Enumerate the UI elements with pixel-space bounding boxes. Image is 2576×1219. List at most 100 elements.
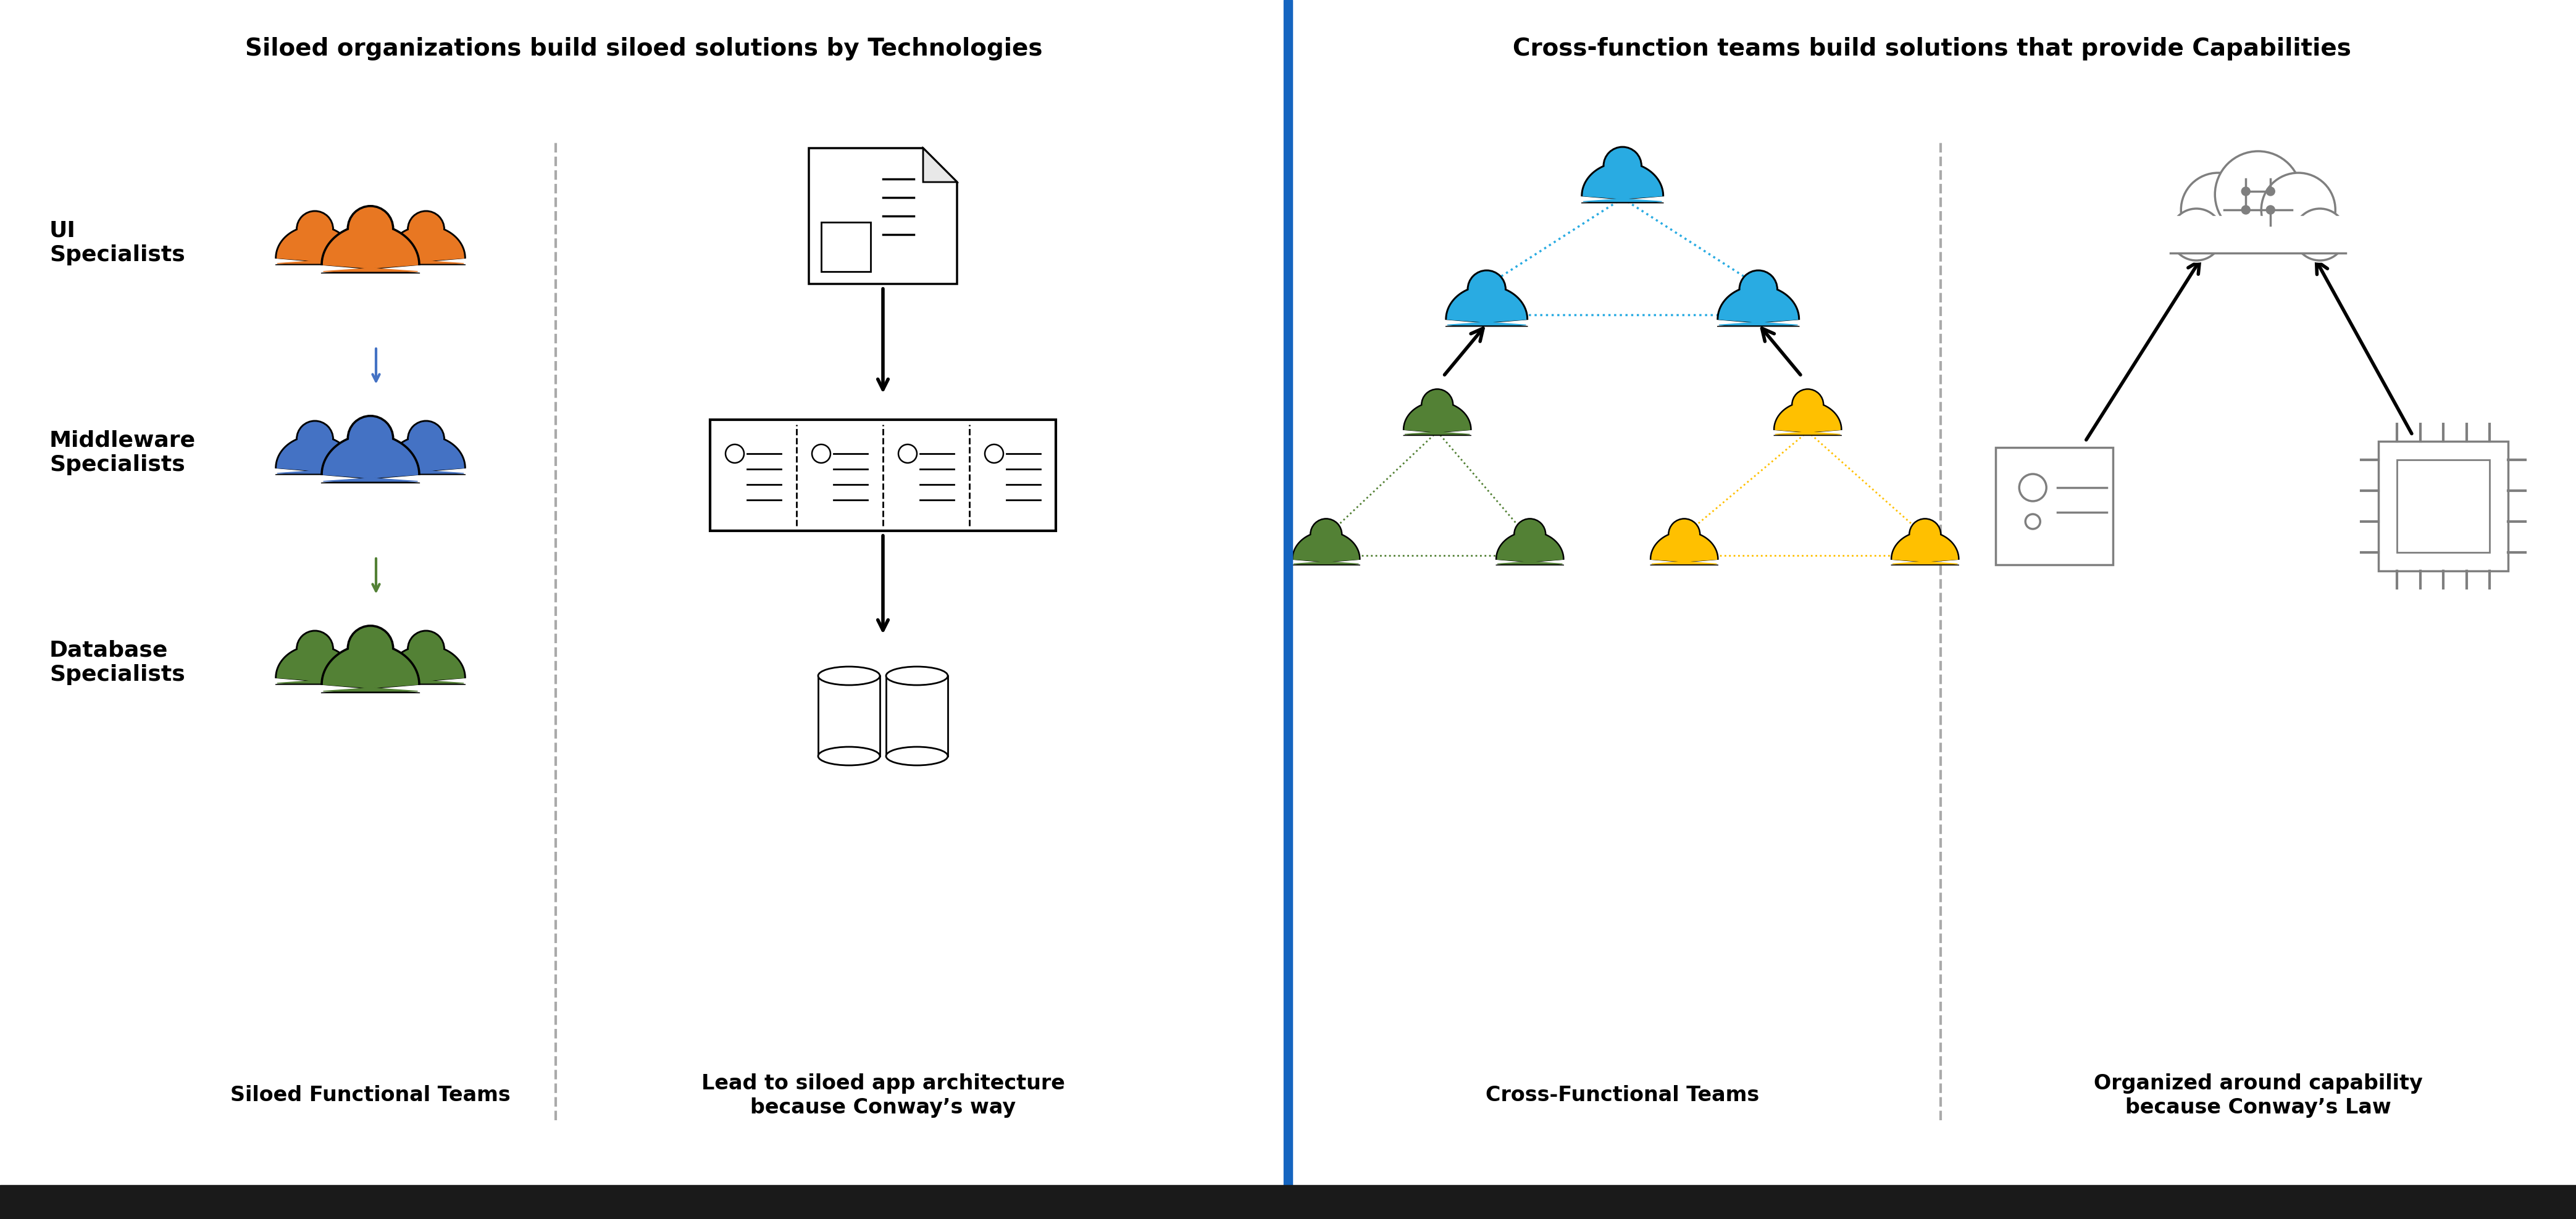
Ellipse shape [819, 667, 881, 685]
Polygon shape [1651, 531, 1718, 566]
Polygon shape [389, 436, 464, 473]
Circle shape [2262, 173, 2336, 247]
Circle shape [348, 416, 394, 462]
Circle shape [1741, 272, 1775, 307]
Polygon shape [1293, 533, 1358, 564]
Circle shape [2179, 171, 2257, 249]
Bar [886, 675, 948, 756]
Bar [1283, 0, 1293, 1219]
Circle shape [1793, 390, 1821, 419]
Circle shape [899, 445, 917, 463]
Ellipse shape [886, 747, 948, 766]
Circle shape [2259, 171, 2336, 249]
Polygon shape [386, 226, 466, 265]
Polygon shape [1497, 533, 1564, 564]
Circle shape [348, 205, 394, 252]
Bar [822, 222, 871, 272]
Circle shape [2293, 207, 2347, 262]
Polygon shape [322, 644, 420, 692]
Circle shape [2213, 150, 2303, 239]
Polygon shape [809, 149, 958, 284]
Text: Cross-Functional Teams: Cross-Functional Teams [1486, 1085, 1759, 1106]
Polygon shape [389, 647, 464, 683]
Circle shape [1311, 518, 1342, 551]
Circle shape [2182, 173, 2254, 247]
Bar [2398, 460, 2491, 552]
Text: Cross-function teams build solutions that provide Capabilities: Cross-function teams build solutions tha… [1512, 37, 2352, 61]
Polygon shape [322, 434, 420, 483]
Circle shape [407, 630, 446, 668]
Circle shape [1909, 518, 1942, 551]
Circle shape [1468, 272, 1504, 307]
Circle shape [2241, 206, 2251, 215]
Circle shape [2169, 207, 2223, 262]
Polygon shape [1718, 286, 1798, 325]
Bar [2378, 441, 2509, 570]
Polygon shape [1651, 533, 1716, 564]
Text: Siloed Functional Teams: Siloed Functional Teams [229, 1085, 510, 1106]
Text: Lead to siloed app architecture
because Conway’s way: Lead to siloed app architecture because … [701, 1074, 1064, 1118]
Polygon shape [1582, 162, 1664, 202]
Circle shape [410, 422, 443, 456]
Ellipse shape [886, 667, 948, 685]
Polygon shape [1584, 163, 1662, 201]
Polygon shape [276, 435, 355, 474]
Circle shape [2267, 206, 2275, 215]
Text: Middleware
Specialists: Middleware Specialists [49, 430, 196, 475]
Polygon shape [1445, 285, 1528, 327]
Polygon shape [1718, 285, 1801, 327]
Bar [711, 419, 1056, 530]
Circle shape [1669, 518, 1700, 551]
Circle shape [407, 421, 446, 458]
Circle shape [1515, 518, 1546, 551]
Bar [0, 1185, 2576, 1219]
Polygon shape [809, 149, 958, 284]
Polygon shape [276, 645, 355, 685]
Polygon shape [1891, 531, 1960, 566]
Circle shape [1602, 146, 1641, 185]
Circle shape [1911, 521, 1940, 549]
Polygon shape [322, 226, 417, 272]
Circle shape [1605, 149, 1641, 184]
Circle shape [2295, 208, 2347, 261]
Polygon shape [1775, 401, 1842, 435]
Polygon shape [1404, 403, 1471, 434]
Text: Organized around capability
because Conway’s Law: Organized around capability because Conw… [2094, 1074, 2421, 1118]
Polygon shape [386, 645, 466, 685]
Circle shape [811, 445, 829, 463]
Circle shape [299, 633, 332, 666]
Polygon shape [1893, 533, 1958, 564]
Circle shape [410, 212, 443, 246]
Bar [1996, 447, 2112, 564]
Polygon shape [322, 224, 420, 273]
Circle shape [1422, 389, 1453, 421]
Polygon shape [322, 435, 417, 482]
Polygon shape [922, 149, 958, 182]
Polygon shape [1497, 531, 1564, 566]
Circle shape [984, 445, 1005, 463]
Circle shape [299, 422, 332, 456]
Circle shape [2215, 151, 2300, 238]
Ellipse shape [819, 747, 881, 766]
Circle shape [2172, 208, 2223, 261]
Circle shape [296, 211, 332, 247]
Circle shape [2020, 474, 2045, 501]
Circle shape [726, 445, 744, 463]
Polygon shape [322, 646, 417, 691]
Circle shape [296, 630, 332, 668]
Circle shape [350, 207, 392, 250]
Polygon shape [1775, 403, 1839, 434]
Circle shape [350, 628, 392, 669]
Circle shape [407, 211, 446, 247]
Circle shape [1793, 389, 1824, 421]
Polygon shape [1293, 531, 1360, 566]
Bar [819, 675, 881, 756]
Circle shape [410, 633, 443, 666]
Circle shape [2025, 514, 2040, 529]
Circle shape [1739, 269, 1777, 308]
Circle shape [1311, 521, 1340, 549]
Text: Database
Specialists: Database Specialists [49, 640, 185, 685]
Circle shape [1669, 521, 1698, 549]
Circle shape [1422, 390, 1453, 419]
Polygon shape [1404, 401, 1471, 435]
